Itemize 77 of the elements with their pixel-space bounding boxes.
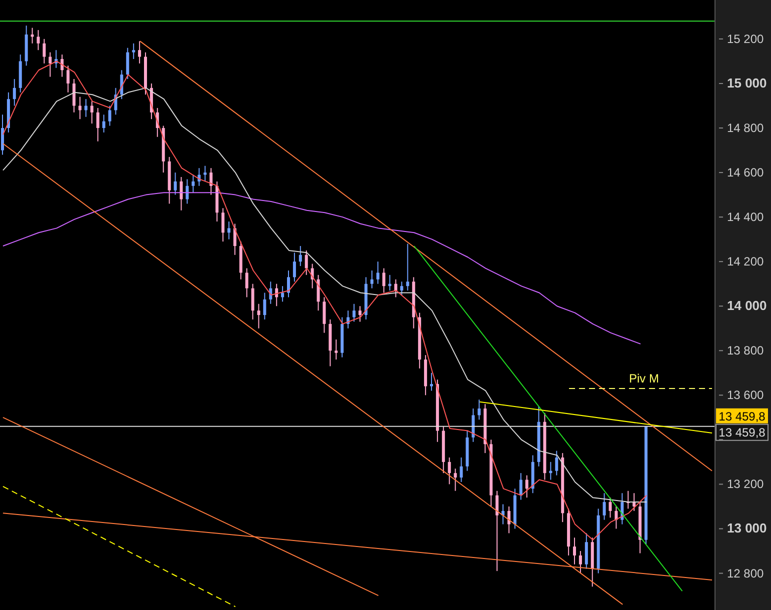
- candlestick: [304, 250, 308, 276]
- y-tick-label: 15 200: [727, 32, 764, 46]
- candlestick: [430, 372, 433, 392]
- candlestick: [281, 286, 284, 302]
- candlestick: [233, 223, 236, 256]
- y-tick-label: 13 200: [727, 477, 764, 492]
- candlestick: [287, 270, 290, 298]
- y-tick-label: 15 000: [727, 75, 767, 90]
- candlestick: [454, 468, 457, 492]
- y-tick-label: 13 000: [727, 520, 767, 536]
- candlestick: [460, 457, 463, 482]
- y-tick-label: 14 400: [727, 210, 764, 224]
- candlestick: [400, 281, 404, 296]
- candlestick: [90, 100, 94, 124]
- candlestick: [132, 42, 136, 60]
- candlestick: [227, 221, 230, 240]
- candlestick: [102, 114, 106, 133]
- candlestick: [192, 174, 195, 194]
- text: 13 459,8: [718, 409, 766, 424]
- candlestick: [584, 532, 588, 570]
- candlestick: [316, 274, 320, 312]
- candlestick: [78, 96, 82, 120]
- candlestick: [334, 339, 338, 360]
- candlestick: [406, 243, 410, 292]
- y-tick-label: 12 800: [727, 566, 764, 580]
- candlestick: [578, 550, 582, 574]
- candlestick: [96, 107, 100, 142]
- candlestick: [472, 408, 475, 442]
- candlestick: [478, 399, 481, 420]
- candlestick: [555, 450, 558, 476]
- candlestick: [251, 283, 254, 320]
- y-tick-label: 14 800: [727, 121, 764, 136]
- candlestick: [496, 490, 499, 572]
- candlestick: [245, 268, 248, 298]
- candlestick: [292, 252, 296, 282]
- candlestick: [174, 172, 177, 196]
- y-tick-label: 14 600: [727, 166, 764, 180]
- candlestick: [507, 506, 510, 534]
- candlestick: [126, 47, 130, 80]
- candlestick: [36, 30, 40, 51]
- candlestick: [519, 472, 522, 500]
- series-label: Piv M: [629, 371, 660, 386]
- y-tick-label: 13 800: [727, 344, 764, 358]
- candlestick: [221, 208, 224, 242]
- candlestick: [108, 105, 112, 126]
- candlestick: [186, 178, 189, 204]
- candlestick: [376, 261, 380, 284]
- candlestick: [72, 78, 76, 113]
- candlestick: [180, 176, 183, 211]
- candlestick: [602, 492, 606, 520]
- candlestick: [42, 38, 46, 64]
- candlestick: [84, 98, 88, 118]
- candlestick: [370, 270, 374, 289]
- candlestick: [263, 292, 266, 320]
- candlestick: [204, 165, 207, 182]
- y-tick-label: 13 600: [727, 388, 764, 402]
- candlestick: [48, 52, 52, 78]
- candlestick: [382, 268, 386, 294]
- candlestick: [138, 40, 142, 64]
- candlestick: [352, 303, 356, 322]
- ref-line-label: 13 459,8: [718, 425, 766, 440]
- candlestick: [448, 457, 451, 485]
- candlestick: [525, 474, 528, 498]
- candlestick: [12, 78, 16, 106]
- candlestick: [210, 168, 213, 196]
- candlestick: [573, 537, 576, 565]
- y-tick-label: 14 200: [727, 254, 764, 269]
- candlestick: [1, 114, 4, 156]
- candlestick: [66, 65, 70, 93]
- y-tick-label: 14 000: [727, 298, 767, 314]
- candlestick: [358, 306, 362, 322]
- candlestick: [298, 246, 302, 267]
- candlestick: [394, 278, 398, 298]
- candlestick: [257, 303, 260, 329]
- candlestick: [346, 310, 350, 329]
- candlestick: [608, 497, 612, 518]
- candlestick: [322, 296, 326, 334]
